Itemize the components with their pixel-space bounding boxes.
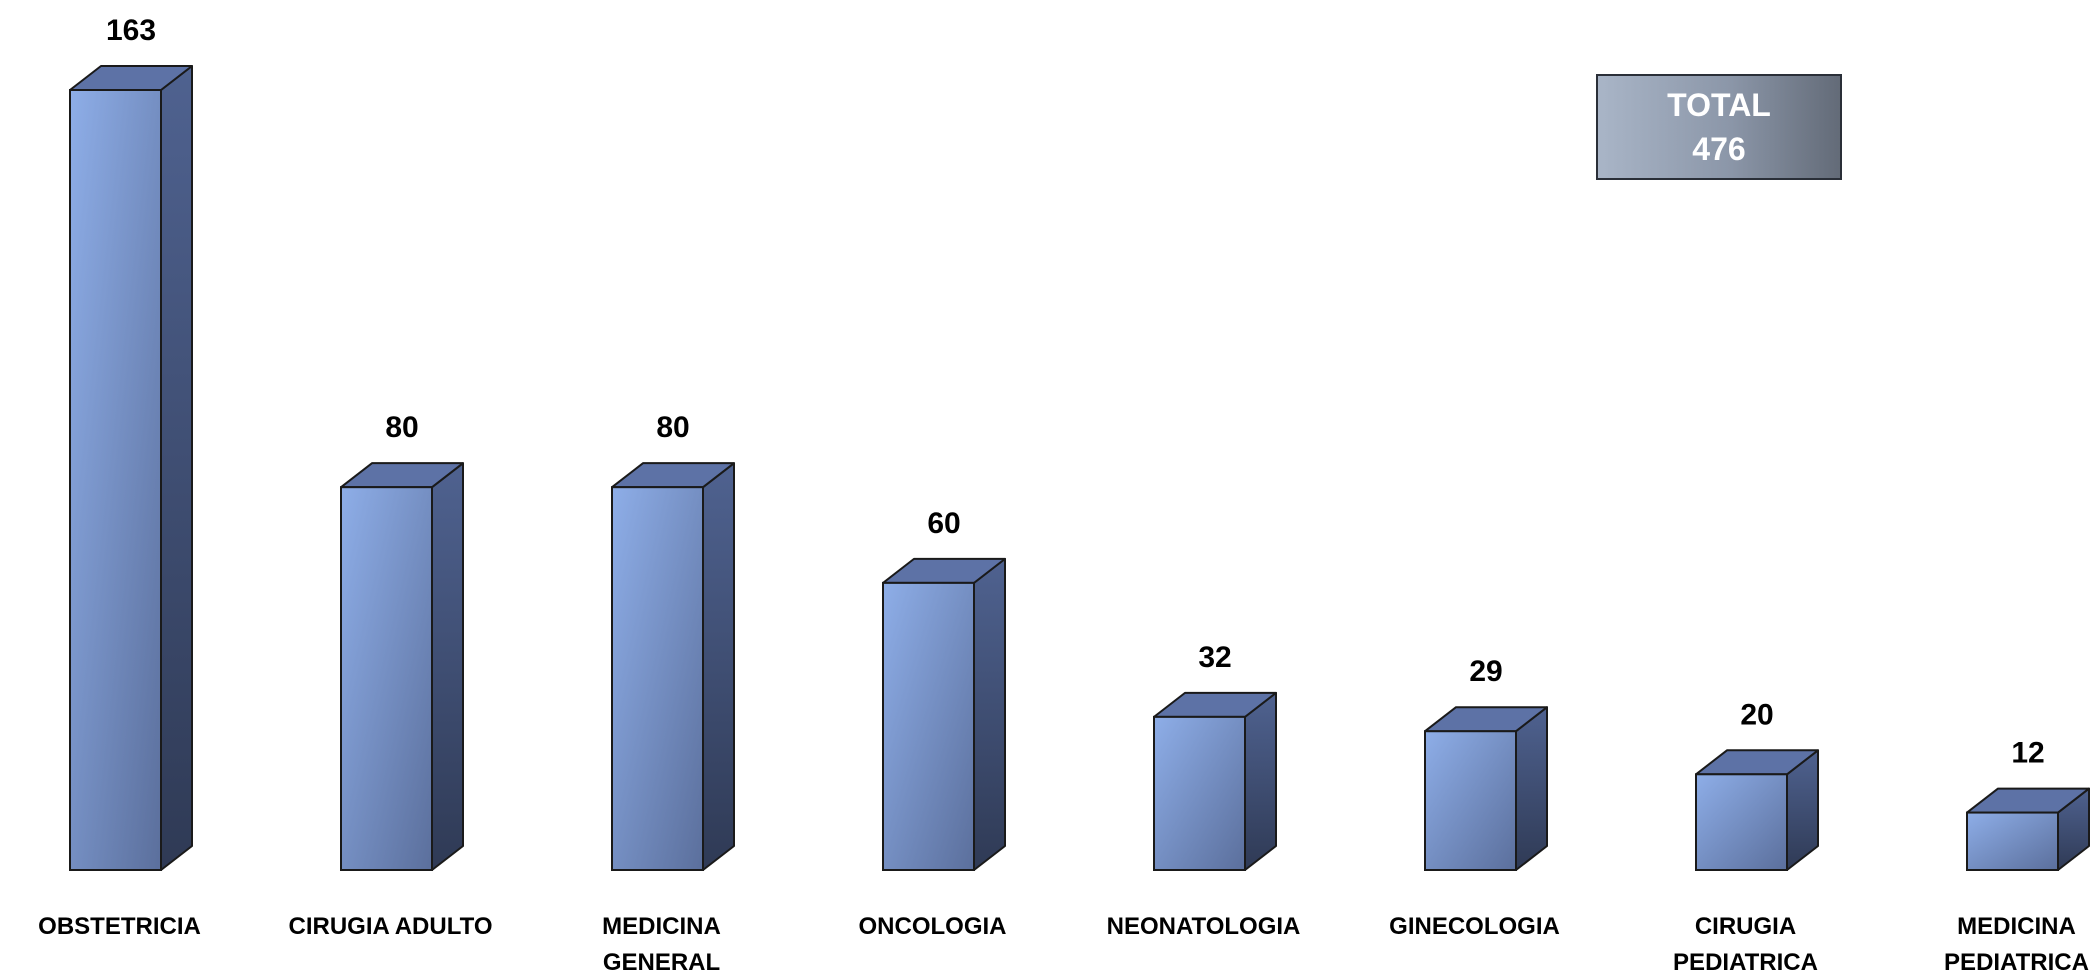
data-label: 163 — [106, 14, 156, 47]
category-label: OBSTETRICIA — [38, 913, 201, 940]
category-label: NEONATOLOGIA — [1107, 913, 1301, 940]
bar — [1153, 691, 1277, 871]
bar — [882, 557, 1006, 871]
data-label: 32 — [1198, 641, 1231, 674]
total-box: TOTAL 476 — [1596, 74, 1842, 180]
bar-front-face — [611, 486, 704, 871]
bar-side-face — [160, 65, 193, 871]
data-label: 80 — [385, 411, 418, 444]
bar — [69, 65, 193, 871]
data-label: 29 — [1469, 655, 1502, 688]
labels-layer: 163 OBSTETRICIA 80 CIRUGIA ADULTO 80 MEDICINA… — [38, 14, 2089, 975]
category-label: GINECOLOGIA — [1389, 913, 1560, 940]
bar — [611, 462, 735, 871]
total-value: 476 — [1692, 131, 1746, 167]
category-label: CIRUGIA ADULTO — [289, 913, 493, 940]
bar — [1966, 787, 2090, 871]
bar-side-face — [431, 462, 464, 871]
total-label: TOTAL — [1667, 87, 1771, 123]
data-label: 12 — [2011, 737, 2044, 770]
data-label: 60 — [927, 507, 960, 540]
category-label: MEDICINA PEDIATRICA — [1944, 913, 2089, 975]
data-label: 20 — [1740, 698, 1773, 731]
bars-layer — [69, 65, 2090, 872]
bar — [1424, 706, 1548, 871]
bar-side-face — [973, 557, 1006, 871]
bar-front-face — [1153, 715, 1246, 871]
bar — [340, 462, 464, 871]
data-label: 80 — [656, 411, 689, 444]
category-label: CIRUGIA PEDIATRICA — [1673, 913, 1818, 975]
bar-side-face — [702, 462, 735, 871]
bar-front-face — [69, 89, 162, 871]
bar-front-face — [1695, 773, 1788, 872]
category-label: ONCOLOGIA — [859, 913, 1007, 940]
bar — [1695, 749, 1819, 872]
category-label: MEDICINA GENERAL — [602, 913, 721, 975]
bar-front-face — [340, 486, 433, 871]
bar-side-face — [1244, 691, 1277, 871]
bar-front-face — [1424, 730, 1517, 871]
bar-front-face — [1966, 811, 2059, 871]
bar-side-face — [1515, 706, 1548, 871]
bar-front-face — [882, 581, 975, 871]
